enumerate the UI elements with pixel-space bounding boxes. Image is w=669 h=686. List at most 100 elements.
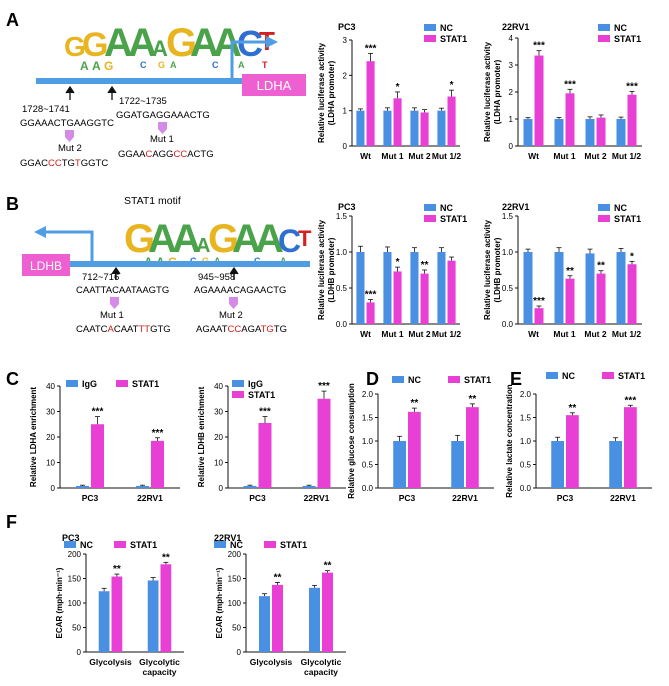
mut2-seq-a: GGACCCTGTGGTC (20, 158, 108, 169)
bar-nc (437, 252, 446, 324)
site2-wt-a: GGATGAGGAAACTG (116, 110, 210, 121)
chart-e: 0.0 0.5 1.0 1.5 2.0 Relative lactate concentr… (505, 371, 652, 503)
logo-letter: G (166, 21, 197, 65)
y-tick-label: 2 (509, 88, 514, 97)
tss-arrow-b (44, 230, 94, 261)
y-axis-label: Relative glucose consumption (347, 383, 356, 499)
bar-igg (302, 485, 316, 488)
seq-part-mutated: T (75, 158, 81, 169)
bar-stat1 (420, 273, 429, 324)
legend-swatch (66, 380, 78, 387)
y-tick-label: 1.5 (336, 212, 348, 221)
y-tick-label: 1 (343, 107, 348, 116)
bar-nc (259, 596, 270, 652)
y-tick-label: 150 (228, 575, 242, 584)
panel-label-c: C (6, 369, 19, 389)
mut1-marker-a (158, 122, 167, 134)
bar-nc (551, 441, 564, 488)
mut1-label-a: Mut 1 (150, 134, 174, 145)
site1-wt-a: GGAAACTGAAGGTC (20, 118, 114, 129)
chart-title: 22RV1 (214, 533, 241, 543)
x-tick-label: Wt (528, 151, 539, 161)
bar-stat1 (317, 398, 331, 488)
y-axis-label-line: Relative luciferase activity (483, 219, 492, 320)
bar-stat1 (322, 572, 333, 652)
logo-sub-letter: A (92, 59, 101, 73)
y-tick-label: 0 (219, 484, 224, 493)
mut2-label-b: Mut 2 (219, 310, 243, 321)
significance-label: ** (410, 398, 418, 409)
y-axis-label: Relative lactate concentration (505, 384, 514, 497)
y-axis-label: Relative luciferase activity(LDHA promot… (317, 42, 336, 143)
chart-d: 0.0 0.5 1.0 1.5 2.0 Relative glucose consumpt… (347, 375, 494, 503)
x-tick-label: 22RV1 (137, 493, 163, 503)
x-tick-label: Mut 1/2 (612, 151, 642, 161)
bar-igg (136, 485, 149, 488)
site2-wt-b: AGAAAACAGAACTG (194, 285, 286, 296)
y-tick-label: 1.5 (520, 414, 532, 423)
legend-label: NC (440, 203, 453, 213)
mut1-seq-a: GGAACAGGCCACTG (118, 149, 214, 160)
diagram-b: STAT1 motif G A A A G A A C T A A G C G … (22, 195, 312, 335)
bar-nc (616, 119, 626, 146)
y-axis-label: Relative luciferase activity(LDHB promot… (483, 219, 502, 320)
significance-label: * (450, 80, 454, 91)
legend-swatch (598, 35, 610, 42)
seq-part: GTG (150, 324, 171, 335)
mut1-seq-b: CAATCACAATTTGTG (76, 324, 171, 335)
x-tick-label: Mut 1 (553, 329, 575, 339)
y-tick-label: 4 (509, 34, 514, 43)
y-tick-label: 1.0 (336, 248, 348, 257)
x-tick-label: Glycolysis (250, 657, 293, 667)
seq-part-mutated: C (145, 149, 152, 160)
bar-nc (410, 252, 419, 324)
bar-stat1 (258, 422, 272, 488)
legend-label: STAT1 (614, 214, 641, 224)
y-tick-label: 0 (77, 648, 82, 657)
bar-nc (554, 119, 564, 146)
seq-part-mutated: CC (173, 149, 187, 160)
logo-sub-letter: G (104, 59, 113, 73)
bar-stat1 (272, 584, 283, 652)
bar-nc (451, 441, 464, 488)
y-axis-label: Relative luciferase activity(LDHA promot… (483, 41, 502, 142)
legend-label: STAT1 (464, 375, 491, 385)
y-tick-label: 0.5 (336, 284, 348, 293)
significance-label: * (396, 82, 400, 93)
bar-nc (585, 253, 595, 324)
gene-box-ldhb (22, 254, 70, 276)
bar-nc (616, 252, 626, 324)
bar-nc (523, 252, 533, 324)
site1-arrow-a (65, 85, 75, 100)
logo-letter: G (124, 217, 155, 261)
mut2-marker-b (229, 297, 238, 309)
legend-label: NC (80, 540, 93, 550)
bar-stat1 (420, 112, 429, 146)
y-tick-label: 50 (72, 624, 81, 633)
seq-part-mutated: A (108, 324, 115, 335)
logo-sub-letter: T (262, 60, 268, 70)
y-axis-label-line: Relative luciferase activity (483, 41, 492, 142)
legend-swatch (232, 380, 244, 387)
motif-logo-b: G A A A G A A C T A A G C G A C A (124, 217, 312, 269)
seq-part: TG (274, 324, 287, 335)
chart-title: PC3 (338, 22, 356, 32)
promoter-line-a (36, 78, 252, 84)
bar-nc (383, 110, 392, 146)
bar-stat1 (627, 94, 637, 146)
y-axis-label-line: (LDHB promoter) (493, 237, 502, 302)
logo-sub-letter: G (158, 60, 165, 70)
legend-swatch (424, 215, 436, 222)
legend-label: STAT1 (440, 214, 467, 224)
y-tick-label: 0.5 (520, 461, 532, 470)
logo-letter: A (255, 217, 284, 261)
bar-stat1 (366, 61, 375, 147)
bar-stat1 (565, 93, 575, 146)
promoter-line-b (66, 261, 310, 267)
bar-stat1 (91, 424, 104, 488)
bar-nc (356, 110, 365, 146)
bar-stat1 (151, 440, 164, 488)
